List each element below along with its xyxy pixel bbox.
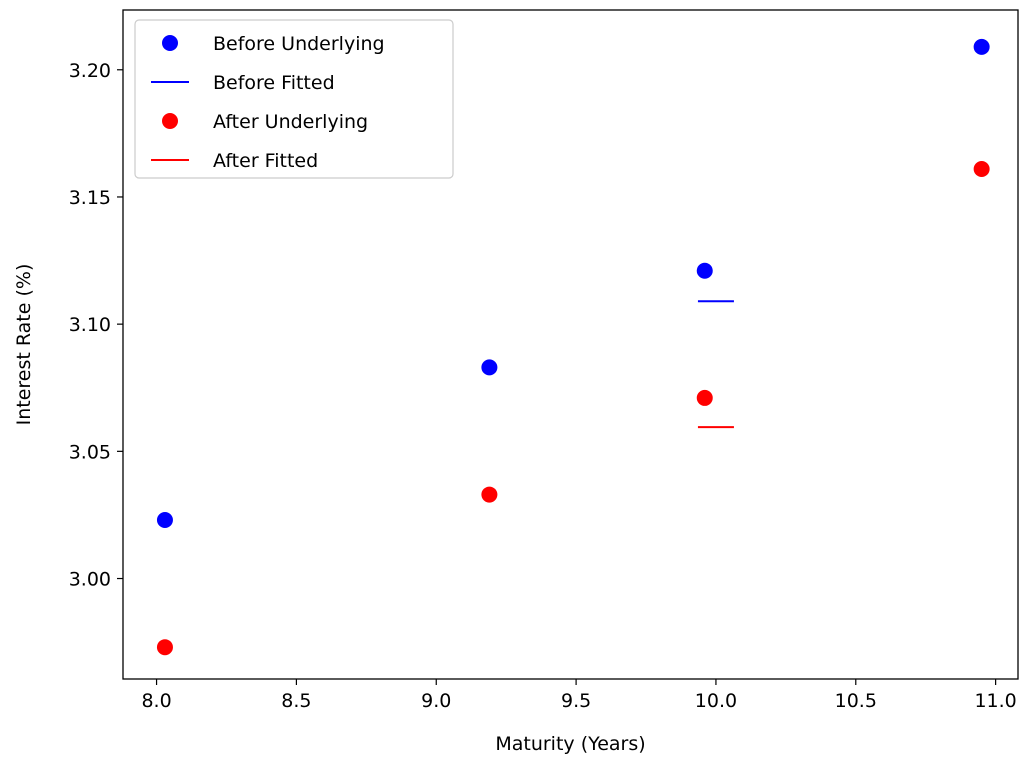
x-tick-label: 10.5 <box>835 690 877 712</box>
after-underlying-point <box>481 486 498 503</box>
y-tick-label: 3.05 <box>69 441 111 463</box>
y-tick-label: 3.10 <box>69 314 111 336</box>
after-underlying-point <box>156 639 173 656</box>
x-axis-label: Maturity (Years) <box>495 733 645 755</box>
x-axis-ticks: 8.0 8.5 9.0 9.5 10.0 10.5 11.0 <box>141 679 1017 712</box>
legend-label-after-underlying: After Underlying <box>213 111 368 133</box>
legend-box <box>134 19 454 179</box>
before-underlying-point <box>696 262 713 279</box>
before-underlying-point <box>481 359 498 376</box>
y-tick-label: 3.20 <box>69 60 111 82</box>
y-tick-label: 3.15 <box>69 187 111 209</box>
legend-marker-before-underlying <box>162 35 178 51</box>
y-tick-label: 3.00 <box>69 569 111 591</box>
x-tick-label: 9.5 <box>561 690 591 712</box>
y-axis-label: Interest Rate (%) <box>13 264 35 426</box>
x-tick-label: 11.0 <box>974 690 1016 712</box>
after-underlying-point <box>973 160 990 177</box>
data-marks <box>156 38 990 656</box>
legend-label-before-underlying: Before Underlying <box>213 33 385 55</box>
legend-marker-after-underlying <box>162 113 178 129</box>
plot-frame <box>122 9 1019 680</box>
x-tick-label: 8.5 <box>281 690 311 712</box>
legend: Before Underlying Before Fitted After Unde… <box>134 19 454 179</box>
legend-label-before-fitted: Before Fitted <box>213 72 335 94</box>
before-underlying-point <box>973 38 990 55</box>
y-axis-ticks: 3.00 3.05 3.10 3.15 3.20 <box>69 60 123 591</box>
before-underlying-point <box>156 512 173 529</box>
x-tick-label: 8.0 <box>141 690 171 712</box>
legend-label-after-fitted: After Fitted <box>213 150 318 172</box>
x-tick-label: 9.0 <box>421 690 451 712</box>
x-tick-label: 10.0 <box>695 690 737 712</box>
after-underlying-point <box>696 389 713 406</box>
